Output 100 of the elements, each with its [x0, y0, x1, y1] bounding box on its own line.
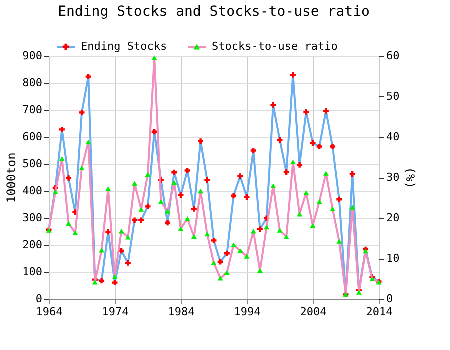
- point: [172, 170, 178, 176]
- point: [297, 162, 303, 168]
- point: [86, 140, 92, 145]
- point: [238, 248, 244, 254]
- x-tick-label: 1984: [168, 306, 196, 318]
- point: [184, 168, 190, 174]
- point: [172, 180, 178, 186]
- point: [178, 192, 184, 198]
- point: [290, 160, 296, 164]
- point: [218, 276, 224, 281]
- point: [132, 181, 138, 186]
- point: [224, 270, 230, 276]
- point: [118, 228, 124, 234]
- x-tick-label: 2014: [366, 306, 394, 318]
- point: [310, 223, 316, 228]
- point: [66, 221, 72, 226]
- point: [145, 204, 151, 210]
- point: [336, 196, 342, 202]
- point: [323, 171, 329, 176]
- point: [198, 188, 204, 194]
- point: [238, 174, 244, 180]
- point: [257, 268, 263, 274]
- y2-tick-label: 20: [386, 212, 400, 224]
- point: [270, 102, 276, 108]
- point: [316, 199, 322, 204]
- point: [211, 260, 217, 266]
- point: [52, 190, 58, 194]
- point: [350, 172, 356, 177]
- point: [250, 228, 256, 234]
- x-tick-label: 1974: [102, 306, 130, 318]
- x-tick-label: 1964: [36, 306, 64, 318]
- point: [284, 234, 290, 240]
- y2-tick-label: 10: [386, 252, 400, 265]
- chart-title: Ending Stocks and Stocks-to-use ratio: [58, 4, 370, 20]
- y-axis-title: 1000ton: [4, 152, 19, 204]
- point: [165, 220, 171, 226]
- point: [277, 228, 283, 233]
- y-tick-label: 300: [22, 212, 42, 224]
- point: [297, 212, 303, 217]
- point: [231, 193, 237, 199]
- point: [138, 207, 144, 212]
- point: [191, 206, 197, 212]
- y2-tick-label: 0: [386, 292, 394, 306]
- point: [165, 209, 171, 214]
- legend-label: Stocks-to-use ratio: [212, 40, 338, 53]
- y-tick-label: 400: [22, 184, 42, 198]
- point: [284, 170, 290, 176]
- point: [99, 248, 105, 253]
- point: [152, 56, 158, 60]
- point: [231, 242, 237, 248]
- legend-label: Ending Stocks: [81, 40, 168, 53]
- y2-tick-label: 40: [386, 130, 400, 144]
- point: [72, 230, 78, 236]
- point: [244, 254, 250, 259]
- point: [132, 218, 138, 224]
- point: [277, 138, 283, 143]
- point: [330, 206, 336, 212]
- point: [112, 280, 118, 286]
- point: [99, 278, 105, 284]
- point: [112, 274, 118, 280]
- point: [125, 235, 131, 240]
- point: [79, 166, 85, 171]
- y-tick-label: 500: [22, 158, 42, 170]
- point: [59, 156, 65, 162]
- point: [323, 108, 329, 114]
- point: [178, 226, 184, 232]
- point: [106, 186, 112, 192]
- point: [310, 140, 316, 146]
- point: [356, 290, 362, 295]
- y-tick-label: 700: [22, 104, 42, 116]
- point: [204, 177, 210, 183]
- point: [270, 184, 276, 188]
- point: [316, 144, 322, 150]
- point: [304, 109, 310, 115]
- point: [92, 280, 98, 285]
- y-tick-label: 200: [22, 238, 42, 252]
- point: [224, 250, 230, 256]
- y2-tick-label: 50: [386, 90, 400, 103]
- y2-tick-label: 30: [386, 171, 400, 184]
- point: [244, 194, 250, 200]
- x-tick-label: 1994: [234, 306, 262, 318]
- point: [79, 110, 85, 116]
- y2-axis-title: (%): [404, 167, 418, 189]
- point: [250, 148, 256, 154]
- point: [336, 239, 342, 244]
- point: [198, 138, 204, 144]
- point: [138, 218, 144, 224]
- point: [257, 226, 263, 232]
- point: [211, 238, 217, 244]
- point: [145, 172, 151, 178]
- y-tick-label: 600: [22, 130, 42, 144]
- point: [86, 74, 92, 80]
- point: [59, 126, 65, 132]
- y-tick-label: 900: [22, 50, 42, 62]
- point: [264, 224, 270, 230]
- point: [184, 216, 190, 222]
- point: [66, 176, 72, 182]
- point: [125, 260, 131, 266]
- y-tick-label: 100: [22, 266, 42, 278]
- point: [204, 232, 210, 237]
